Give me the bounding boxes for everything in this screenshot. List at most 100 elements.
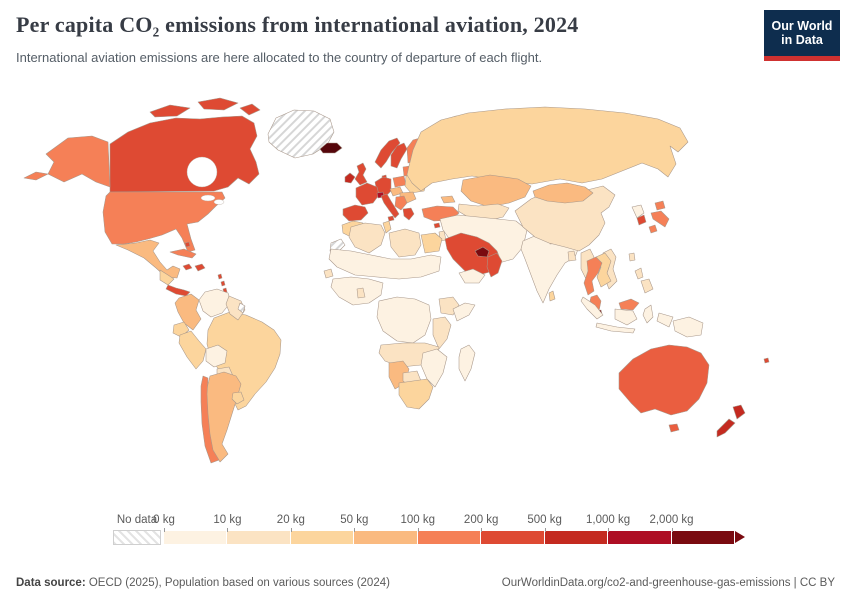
country-mexico[interactable] — [115, 239, 181, 279]
country-caucasus[interactable] — [440, 195, 456, 204]
country-madagascar[interactable] — [458, 344, 476, 382]
legend-segment[interactable] — [481, 531, 545, 544]
country-indonesia-papua[interactable] — [656, 312, 674, 328]
country-uk[interactable] — [354, 162, 368, 186]
country-new-zealand-south[interactable] — [716, 418, 736, 438]
country-alaska[interactable] — [45, 135, 111, 188]
country-thailand[interactable] — [583, 256, 603, 296]
legend-segment[interactable] — [164, 531, 228, 544]
country-cuba[interactable] — [169, 248, 197, 259]
legend-segment[interactable] — [671, 531, 735, 544]
country-uae-qatar[interactable] — [474, 246, 490, 258]
country-japan-hokkaido[interactable] — [654, 200, 666, 211]
country-yemen[interactable] — [458, 268, 486, 284]
country-mongolia[interactable] — [532, 182, 594, 204]
country-central-america[interactable] — [159, 269, 175, 286]
country-papua-new-guinea[interactable] — [672, 316, 704, 338]
owid-url-link[interactable]: OurWorldinData.org/co2-and-greenhouse-ga… — [501, 577, 835, 589]
country-sicily[interactable] — [387, 215, 395, 222]
legend-tick-label: 1,000 kg — [586, 514, 631, 526]
country-congo-basin[interactable] — [376, 296, 432, 344]
legend-segment[interactable] — [354, 531, 418, 544]
country-cyprus[interactable] — [433, 222, 441, 229]
country-bangladesh[interactable] — [567, 250, 577, 262]
country-south-africa[interactable] — [398, 378, 434, 410]
country-canada-arctic-1[interactable] — [149, 104, 191, 118]
country-costa-rica-panama[interactable] — [165, 284, 191, 297]
country-ireland[interactable] — [344, 172, 356, 184]
country-sri-lanka[interactable] — [548, 290, 556, 302]
country-algeria[interactable] — [348, 222, 386, 254]
country-iceland[interactable] — [319, 142, 343, 154]
country-russia[interactable] — [406, 106, 689, 192]
legend-no-data-swatch[interactable] — [113, 530, 161, 545]
country-north-korea[interactable] — [631, 204, 645, 219]
country-taiwan[interactable] — [628, 252, 636, 262]
country-jamaica[interactable] — [182, 263, 193, 271]
country-peru[interactable] — [178, 330, 207, 370]
country-alaska-tail[interactable] — [23, 171, 49, 181]
legend-tick — [227, 528, 229, 532]
country-senegal[interactable] — [323, 268, 334, 279]
legend-segment[interactable] — [417, 531, 482, 544]
country-uruguay[interactable] — [231, 391, 245, 405]
country-libya[interactable] — [388, 228, 422, 258]
country-ghana[interactable] — [356, 287, 366, 299]
country-fiji[interactable] — [763, 357, 770, 364]
country-indonesia-sulawesi[interactable] — [642, 304, 654, 324]
legend-tick — [608, 528, 610, 532]
country-egypt[interactable] — [420, 232, 443, 254]
country-sweden[interactable] — [390, 142, 408, 169]
country-tasmania[interactable] — [668, 423, 680, 433]
page-subtitle: International aviation emissions are her… — [16, 50, 543, 65]
country-indonesia-sumatra[interactable] — [580, 296, 604, 320]
country-kazakhstan[interactable] — [460, 174, 532, 208]
legend-segment[interactable] — [608, 531, 672, 544]
country-france[interactable] — [355, 182, 380, 206]
country-indonesia-java[interactable] — [595, 322, 636, 334]
country-indonesia-borneo[interactable] — [614, 308, 638, 326]
country-japan-kyushu[interactable] — [648, 224, 658, 234]
country-french-guiana[interactable] — [237, 302, 246, 314]
country-italy[interactable] — [380, 193, 400, 219]
country-bolivia[interactable] — [205, 344, 228, 368]
owid-logo[interactable]: Our World in Data — [764, 10, 840, 61]
country-colombia[interactable] — [174, 293, 202, 331]
country-canada[interactable] — [109, 115, 260, 193]
country-tunisia[interactable] — [382, 220, 392, 234]
legend-arrow — [735, 531, 745, 543]
country-hispaniola[interactable] — [194, 263, 206, 272]
legend-segment[interactable] — [227, 531, 291, 544]
country-canada-arctic-2[interactable] — [197, 97, 239, 111]
country-greenland[interactable] — [267, 109, 335, 159]
country-usa[interactable] — [102, 191, 226, 253]
country-somalia[interactable] — [452, 302, 476, 322]
country-greece[interactable] — [402, 207, 415, 221]
country-mozambique-zimbabwe[interactable] — [420, 348, 448, 388]
country-philippines-luzon[interactable] — [634, 267, 644, 280]
country-norway[interactable] — [374, 137, 401, 169]
country-canada-arctic-3[interactable] — [239, 103, 261, 116]
country-japan-honshu[interactable] — [650, 210, 670, 228]
country-malaysia-borneo[interactable] — [618, 298, 640, 311]
legend-segment[interactable] — [290, 531, 355, 544]
country-kenya-tanzania[interactable] — [432, 316, 452, 350]
country-antilles-2[interactable] — [220, 280, 226, 287]
country-chile[interactable] — [200, 375, 220, 464]
country-antilles-1[interactable] — [217, 273, 223, 280]
country-bahamas[interactable] — [184, 241, 191, 248]
country-poland[interactable] — [392, 175, 407, 188]
country-philippines-mindanao[interactable] — [640, 278, 654, 294]
country-balkans[interactable] — [394, 195, 408, 211]
country-guyana-suriname[interactable] — [225, 295, 246, 321]
country-sahel[interactable] — [328, 248, 442, 280]
country-oman[interactable] — [486, 252, 503, 278]
country-spain-portugal[interactable] — [342, 204, 369, 222]
legend-no-data-label: No data — [116, 514, 158, 526]
country-south-korea[interactable] — [636, 214, 647, 226]
country-australia[interactable] — [618, 344, 710, 416]
country-new-zealand-north[interactable] — [732, 404, 746, 420]
legend-no-data[interactable]: No data — [113, 514, 161, 545]
legend-tick — [164, 528, 165, 532]
legend-segment[interactable] — [544, 531, 609, 544]
